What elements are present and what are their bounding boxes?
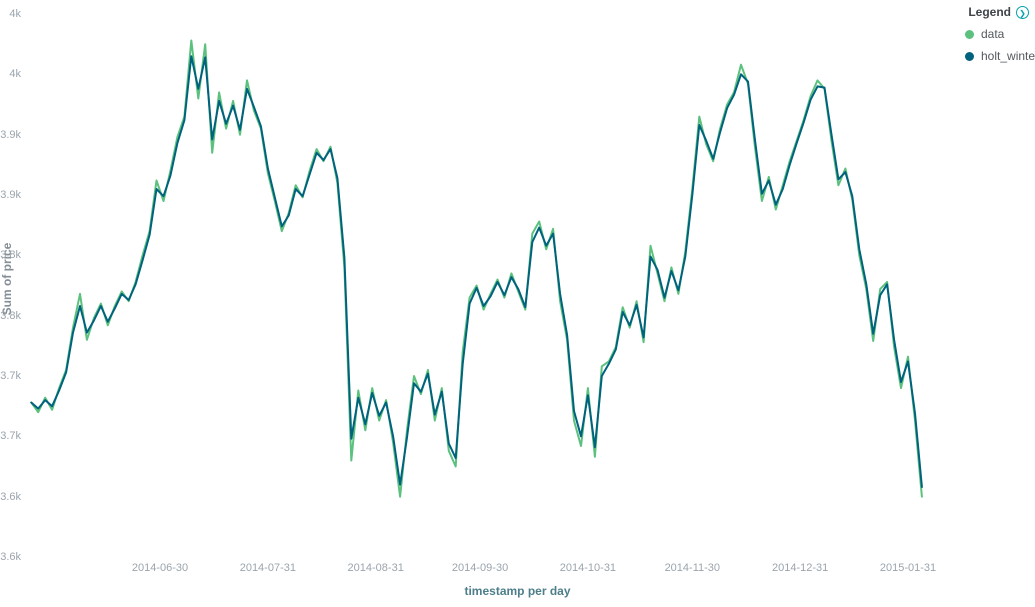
x-axis-tick-labels: 2014-06-30 2014-07-31 2014-08-31 2014-09-30… [0, 562, 1035, 576]
y-axis-tick-labels: 4k 4k 3.9k 3.9k 3.8k 3.8k 3.7k 3.7k 3.6k 3.6k [0, 0, 22, 607]
x-tick-label: 2014-10-31 [559, 562, 617, 574]
x-tick-label: 2014-06-30 [131, 562, 189, 574]
legend-item-label: holt_winters [981, 49, 1035, 63]
y-tick-label: 3.6k [0, 490, 21, 503]
legend-item-label: data [981, 27, 1005, 41]
legend: data holt_winters [965, 27, 1035, 71]
y-tick-label: 3.7k [0, 430, 21, 443]
x-tick-label: 2014-09-30 [451, 562, 509, 574]
x-tick-label: 2014-11-30 [664, 562, 721, 574]
x-tick-label: 2014-08-31 [347, 562, 404, 574]
y-tick-label: 3.8k [0, 249, 21, 262]
y-tick-label: 3.9k [0, 189, 21, 201]
x-axis-title: timestamp per day [464, 584, 571, 598]
series-color-dot [965, 51, 974, 61]
chevron-right-circle-icon: ❯ [1016, 5, 1029, 19]
x-tick-label: 2015-01-31 [879, 562, 937, 574]
series-color-dot [965, 29, 974, 39]
y-tick-label: 3.9k [0, 128, 21, 141]
y-tick-label: 3.7k [0, 370, 21, 382]
legend-toggle[interactable]: Legend ❯ [968, 5, 1029, 19]
series-line-holt_winters [30, 55, 923, 488]
y-tick-label: 3.6k [0, 551, 21, 563]
x-tick-label: 2014-07-31 [239, 562, 296, 574]
y-tick-label: 4k [9, 68, 21, 81]
legend-item-holt-winters[interactable]: holt_winters [965, 49, 1035, 63]
x-tick-label: 2014-12-31 [772, 562, 829, 574]
y-tick-label: 4k [9, 8, 21, 20]
y-tick-label: 3.8k [0, 309, 21, 322]
legend-title: Legend [968, 5, 1011, 19]
legend-item-data[interactable]: data [965, 27, 1035, 41]
series-line-data [30, 39, 923, 498]
